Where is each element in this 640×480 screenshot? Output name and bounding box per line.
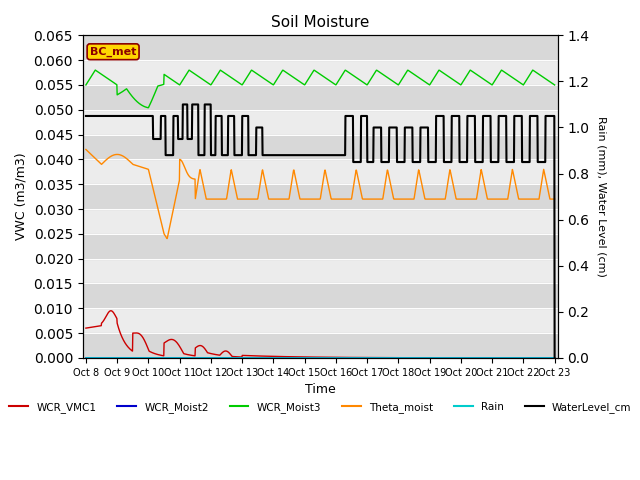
Bar [83, 284, 557, 308]
Bar [83, 333, 557, 358]
Title: Soil Moisture: Soil Moisture [271, 15, 369, 30]
Bar [83, 85, 557, 110]
Text: BC_met: BC_met [90, 47, 136, 57]
Bar [83, 234, 557, 259]
Legend: WCR_VMC1, WCR_Moist2, WCR_Moist3, Theta_moist, Rain, WaterLevel_cm: WCR_VMC1, WCR_Moist2, WCR_Moist3, Theta_… [5, 398, 636, 417]
Y-axis label: Rain (mm), Water Level (cm): Rain (mm), Water Level (cm) [596, 116, 606, 277]
Bar [83, 134, 557, 159]
Bar [83, 36, 557, 60]
Y-axis label: VWC (m3/m3): VWC (m3/m3) [15, 153, 28, 240]
X-axis label: Time: Time [305, 383, 335, 396]
Bar [83, 184, 557, 209]
